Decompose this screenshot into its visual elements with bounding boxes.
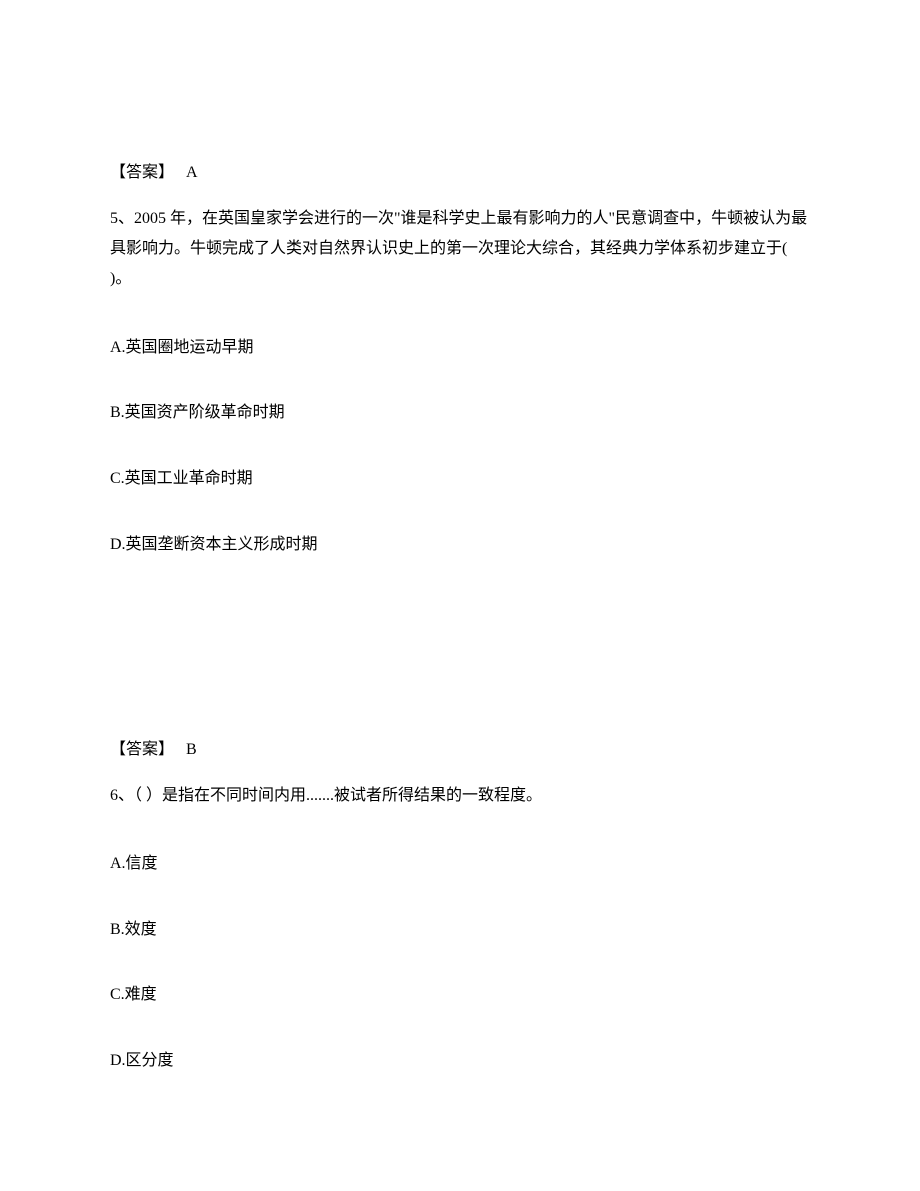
q6-stem: 6、（ ）是指在不同时间内用.......被试者所得结果的一致程度。 — [110, 781, 810, 811]
q4-answer-label: 【答案】 — [110, 164, 174, 181]
q5-stem: 5、2005 年，在英国皇家学会进行的一次"谁是科学史上最有影响力的人"民意调查… — [110, 204, 810, 295]
q6-option-c: C.难度 — [110, 982, 810, 1008]
spacing-gap — [110, 597, 810, 737]
q6-option-a: A.信度 — [110, 851, 810, 877]
q5-option-a: A.英国圈地运动早期 — [110, 335, 810, 361]
q4-answer-line: 【答案】 A — [110, 160, 810, 186]
q5-option-d: D.英国垄断资本主义形成时期 — [110, 532, 810, 558]
q5-answer-line: 【答案】 B — [110, 737, 810, 763]
q6-option-b: B.效度 — [110, 917, 810, 943]
document-page: 【答案】 A 5、2005 年，在英国皇家学会进行的一次"谁是科学史上最有影响力… — [0, 0, 920, 1174]
q5-answer-value: B — [186, 741, 197, 758]
q5-answer-label: 【答案】 — [110, 741, 174, 758]
q5-option-b: B.英国资产阶级革命时期 — [110, 400, 810, 426]
q5-option-c: C.英国工业革命时期 — [110, 466, 810, 492]
q4-answer-value: A — [186, 164, 198, 181]
q6-option-d: D.区分度 — [110, 1048, 810, 1074]
